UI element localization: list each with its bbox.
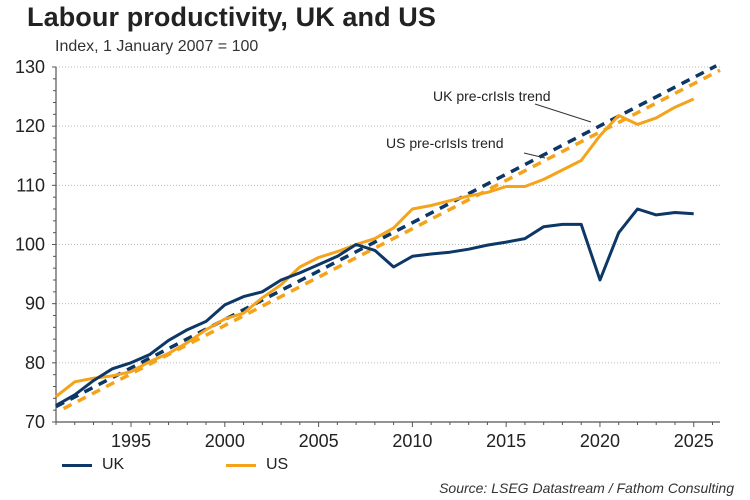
- y-tick-label: 130: [15, 57, 45, 77]
- series-group: [55, 64, 721, 411]
- y-tick-label: 80: [25, 353, 45, 373]
- legend-swatch-uk: [62, 463, 92, 467]
- us-line: [55, 97, 695, 398]
- x-tick-label: 2025: [674, 431, 714, 451]
- uk-trend-line: [55, 64, 718, 409]
- uk-line: [55, 207, 694, 407]
- y-tick-label: 70: [25, 412, 45, 432]
- axes: 70 80 90 100 110 120 130 1995 2000 2005 2010 2015 20…: [15, 57, 720, 451]
- us-trend-label: US pre-crIsIs trend: [386, 135, 503, 151]
- uk-trend-label: UK pre-crIsIs trend: [433, 88, 550, 104]
- y-tick-label: 90: [25, 294, 45, 314]
- chart-title: Labour productivity, UK and US: [27, 2, 437, 32]
- x-tick-label: 2010: [392, 431, 432, 451]
- source-note: Source: LSEG Datastream / Fathom Consult…: [439, 480, 734, 496]
- x-tick-label: 1995: [111, 431, 151, 451]
- us-trend-leader-line: [523, 152, 546, 159]
- x-tick-label: 2015: [486, 431, 526, 451]
- legend-label-uk: UK: [102, 456, 125, 473]
- chart-subtitle: Index, 1 January 2007 = 100: [55, 38, 259, 55]
- us-trend-line: [62, 68, 721, 411]
- legend-item-us: US: [226, 456, 288, 474]
- y-tick-label: 120: [15, 116, 45, 136]
- x-tick-label: 2000: [205, 431, 245, 451]
- x-tick-label: 2020: [580, 431, 620, 451]
- legend-item-uk: UK: [62, 456, 124, 474]
- uk-trend-leader-line: [534, 103, 592, 123]
- legend-swatch-us: [226, 463, 256, 467]
- x-tick-label: 2005: [299, 431, 339, 451]
- gridlines: [56, 66, 720, 364]
- y-tick-label: 100: [15, 235, 45, 255]
- y-tick-label: 110: [16, 175, 45, 195]
- legend-label-us: US: [266, 456, 289, 473]
- annotations: UK pre-crIsIs trend US pre-crIsIs trend: [386, 88, 592, 159]
